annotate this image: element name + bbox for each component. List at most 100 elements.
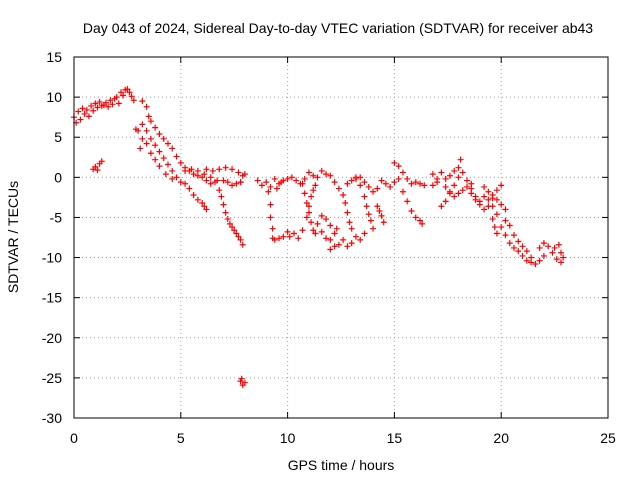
data-point: [408, 180, 415, 187]
data-point: [417, 217, 424, 224]
data-point: [271, 236, 278, 243]
data-point: [305, 209, 312, 216]
data-point: [344, 209, 351, 216]
data-point: [291, 230, 298, 237]
data-point: [421, 182, 428, 189]
data-point: [126, 89, 133, 96]
data-point: [498, 182, 505, 189]
x-tick-labels: 0 5 10 15 20 25: [70, 430, 616, 446]
data-point: [374, 203, 381, 210]
data-point: [481, 193, 488, 200]
data-point: [226, 220, 233, 227]
data-point: [139, 135, 146, 142]
data-point: [551, 244, 558, 251]
data-point: [327, 246, 334, 253]
data-point: [301, 190, 308, 197]
data-point: [92, 100, 99, 107]
x-tick-label: 25: [600, 430, 616, 446]
data-point: [310, 187, 317, 194]
y-tick-label: -20: [42, 330, 62, 346]
data-point: [357, 182, 364, 189]
data-point: [457, 156, 464, 163]
data-point: [276, 180, 283, 187]
data-point: [318, 228, 325, 235]
y-tick-label: 15: [46, 49, 62, 65]
data-point: [199, 174, 206, 181]
data-point: [331, 179, 338, 186]
y-tick-label: -25: [42, 370, 62, 386]
data-point: [380, 219, 387, 226]
data-point: [481, 183, 488, 190]
data-point: [511, 244, 518, 251]
data-point: [299, 180, 306, 187]
data-point: [263, 179, 270, 186]
data-point: [493, 230, 500, 237]
data-point: [555, 241, 562, 248]
data-point: [361, 230, 368, 237]
data-point: [299, 227, 306, 234]
data-point: [346, 219, 353, 226]
data-point: [528, 259, 535, 266]
data-point: [348, 177, 355, 184]
data-point: [361, 179, 368, 186]
data-point: [152, 156, 159, 163]
data-point: [481, 206, 488, 213]
data-point: [502, 217, 509, 224]
data-point: [331, 230, 338, 237]
data-series-sdtvar: [71, 86, 567, 389]
data-point: [269, 225, 276, 232]
data-point: [378, 212, 385, 219]
data-point: [519, 252, 526, 259]
data-point: [455, 190, 462, 197]
data-point: [446, 190, 453, 197]
data-point: [139, 121, 146, 128]
data-point: [229, 182, 236, 189]
data-point: [438, 203, 445, 210]
data-point: [237, 179, 244, 186]
data-point: [374, 185, 381, 192]
data-point: [169, 145, 176, 152]
data-point: [107, 97, 114, 104]
data-point: [233, 180, 240, 187]
data-point: [429, 171, 436, 178]
data-point: [169, 167, 176, 174]
data-point: [493, 196, 500, 203]
data-point: [284, 228, 291, 235]
data-point: [485, 196, 492, 203]
data-point: [408, 208, 415, 215]
data-point: [177, 159, 184, 166]
data-point: [310, 227, 317, 234]
data-point: [455, 174, 462, 181]
data-point: [442, 175, 449, 182]
data-point: [224, 179, 231, 186]
data-point: [399, 188, 406, 195]
data-point: [485, 188, 492, 195]
data-point: [164, 161, 171, 168]
data-point: [412, 179, 419, 186]
data-point: [96, 98, 103, 105]
data-point: [451, 167, 458, 174]
data-point: [98, 158, 105, 165]
data-point: [455, 164, 462, 171]
data-point: [239, 172, 246, 179]
data-point: [340, 191, 347, 198]
data-point: [412, 214, 419, 221]
data-point: [303, 214, 310, 221]
data-point: [115, 100, 122, 107]
data-point: [344, 180, 351, 187]
data-point: [254, 177, 261, 184]
data-point: [361, 193, 368, 200]
data-point: [85, 113, 92, 120]
data-point: [229, 166, 236, 173]
data-point: [201, 203, 208, 210]
data-point: [145, 113, 152, 120]
y-tick-label: -30: [42, 410, 62, 426]
data-point: [220, 177, 227, 184]
y-tick-label: 0: [54, 169, 62, 185]
data-point: [152, 124, 159, 131]
data-point: [348, 240, 355, 247]
data-point: [382, 180, 389, 187]
data-point: [540, 240, 547, 247]
data-point: [558, 249, 565, 256]
